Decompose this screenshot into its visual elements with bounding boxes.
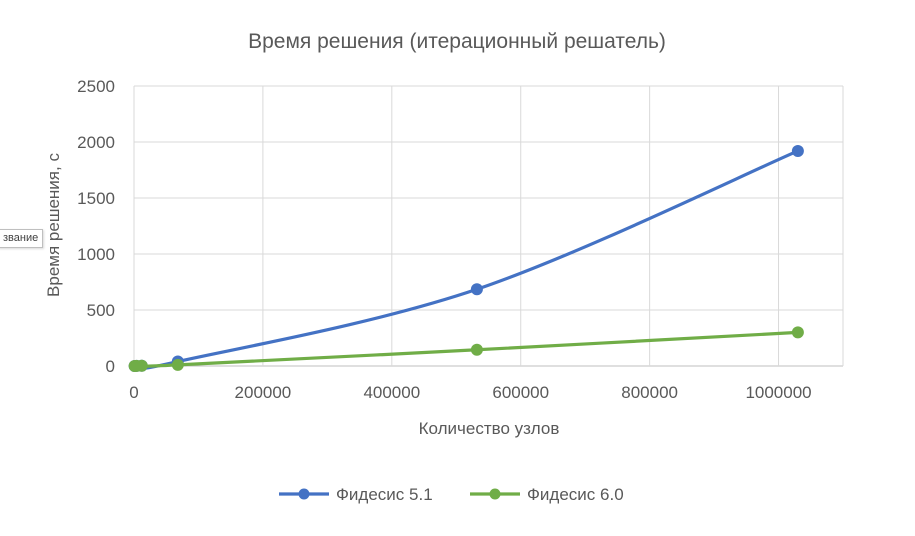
legend: Фидесис 5.1 Фидесис 6.0 — [279, 485, 624, 504]
x-axis-ticks: 0 200000 400000 600000 800000 1000000 — [129, 383, 811, 402]
x-tick-label: 600000 — [492, 383, 549, 402]
data-point — [470, 283, 483, 296]
legend-label: Фидесис 6.0 — [527, 485, 624, 504]
chart-title: Время решения (итерационный решатель) — [248, 30, 666, 53]
y-tick-label: 0 — [106, 357, 115, 376]
data-point — [171, 358, 184, 371]
tooltip-fragment: звание — [0, 229, 44, 248]
y-tick-label: 2500 — [77, 77, 115, 96]
plot-series — [128, 144, 804, 372]
legend-label: Фидесис 5.1 — [336, 485, 433, 504]
x-tick-label: 1000000 — [745, 383, 811, 402]
legend-item: Фидесис 5.1 — [279, 485, 433, 504]
gridlines — [133, 85, 844, 367]
y-tick-label: 1000 — [77, 245, 115, 264]
x-tick-label: 200000 — [235, 383, 292, 402]
y-axis-ticks: 0 500 1000 1500 2000 2500 — [77, 77, 115, 376]
data-point — [470, 343, 483, 356]
x-tick-label: 0 — [129, 383, 138, 402]
x-tick-label: 400000 — [363, 383, 420, 402]
x-axis-label: Количество узлов — [419, 419, 560, 438]
y-tick-label: 1500 — [77, 189, 115, 208]
data-point — [135, 359, 148, 372]
y-axis-label: Время решения, с — [44, 153, 63, 297]
y-tick-label: 500 — [87, 301, 115, 320]
series-2 — [128, 326, 804, 372]
y-tick-label: 2000 — [77, 133, 115, 152]
legend-item: Фидесис 6.0 — [470, 485, 624, 504]
x-tick-label: 800000 — [621, 383, 678, 402]
data-point — [791, 326, 804, 339]
legend-swatch-marker — [489, 488, 501, 500]
legend-swatch-marker — [298, 488, 310, 500]
data-point — [791, 144, 804, 157]
